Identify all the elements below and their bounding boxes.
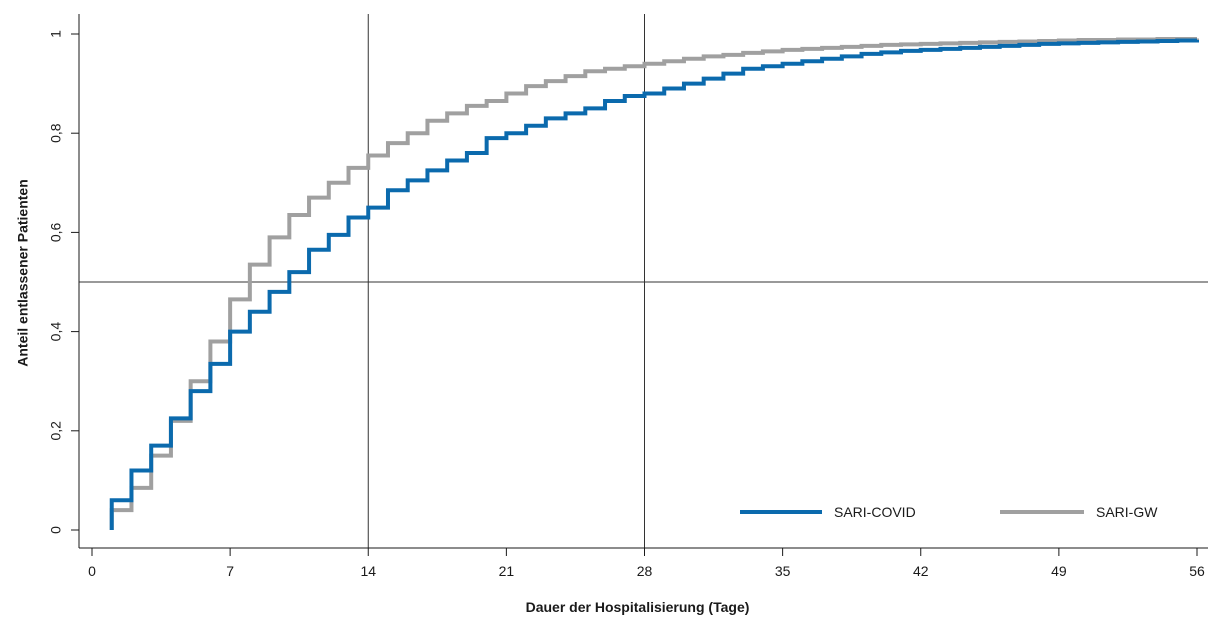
x-axis-title: Dauer der Hospitalisierung (Tage)	[526, 599, 750, 615]
y-axis-title: Anteil entlassener Patienten	[15, 179, 31, 367]
x-tick-label: 49	[1051, 563, 1067, 579]
y-tick-label: 0,2	[48, 421, 64, 441]
legend-label-sari-gw: SARI-GW	[1096, 504, 1158, 520]
series-line-sari-gw	[109, 36, 1199, 530]
legend-label-sari-covid: SARI-COVID	[834, 504, 916, 520]
axes	[78, 14, 1208, 549]
y-axis-ticks: 0 0,2 0,4 0,6 0,8 1	[48, 30, 79, 534]
reference-lines	[79, 14, 1208, 548]
y-tick-label: 0,6	[48, 222, 64, 242]
x-tick-label: 21	[499, 563, 515, 579]
y-tick-label: 0,8	[48, 123, 64, 143]
series-layer	[109, 36, 1199, 530]
legend: SARI-COVID SARI-GW	[740, 504, 1158, 520]
y-tick-label: 0	[48, 526, 64, 534]
x-tick-label: 42	[913, 563, 929, 579]
x-tick-label: 35	[775, 563, 791, 579]
x-axis-ticks: 0 7 14 21 28 35 42 49 56	[88, 548, 1205, 579]
x-tick-label: 28	[637, 563, 653, 579]
y-tick-label: 1	[48, 30, 64, 38]
x-tick-label: 0	[88, 563, 96, 579]
x-tick-label: 14	[360, 563, 376, 579]
x-tick-label: 7	[226, 563, 234, 579]
x-tick-label: 56	[1189, 563, 1205, 579]
series-line-sari-covid	[109, 38, 1199, 530]
y-tick-label: 0,4	[48, 322, 64, 342]
